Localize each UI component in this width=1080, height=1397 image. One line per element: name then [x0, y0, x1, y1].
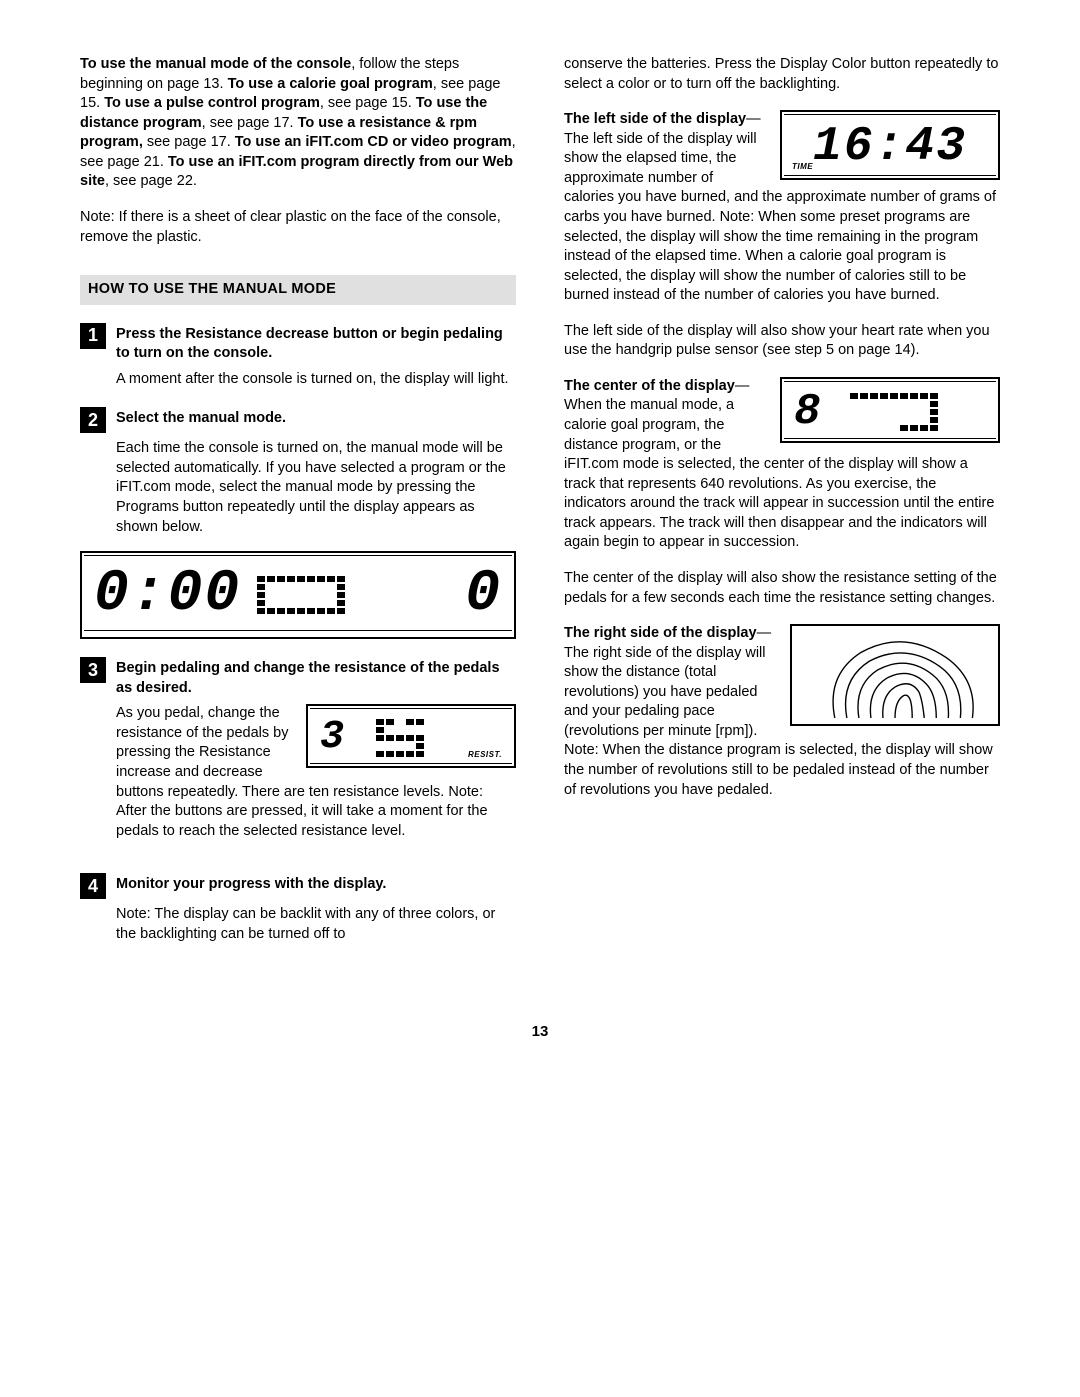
step-2-title: Select the manual mode.	[116, 407, 286, 429]
lcd-center-value: 8	[794, 390, 822, 434]
intro-paragraph: To use the manual mode of the console, f…	[80, 55, 516, 192]
step-3-body: 3 RESIST. As you pedal, change the resis…	[116, 704, 516, 855]
step-4-continuation: conserve the batteries. Press the Displa…	[564, 55, 1000, 94]
lcd-resist-left: 3	[320, 718, 346, 758]
left-display-p2: The left side of the display will also s…	[564, 322, 1000, 361]
page: To use the manual mode of the console, f…	[80, 55, 1000, 962]
left-display-section: 16:43 TIME The left side of the display—…	[564, 110, 1000, 322]
lcd-resist-display: 3 RESIST.	[306, 704, 516, 768]
lcd-main-track-icon	[257, 576, 345, 614]
step-4-header: 4 Monitor your progress with the display…	[80, 873, 516, 899]
step-3-number: 3	[80, 657, 106, 683]
left-display-lead: The left side of the display	[564, 111, 746, 127]
lcd-time-display: 16:43 TIME	[780, 110, 1000, 180]
right-display-lead: The right side of the display	[564, 625, 757, 641]
section-heading: HOW TO USE THE MANUAL MODE	[80, 275, 516, 305]
right-column: conserve the batteries. Press the Displa…	[564, 55, 1000, 962]
right-display-section: The right side of the display—The right …	[564, 624, 1000, 816]
lcd-main-right: 0	[465, 566, 502, 624]
step-3-title: Begin pedaling and change the resistance…	[116, 657, 516, 698]
lcd-center-track-icon	[850, 393, 938, 431]
step-4-title: Monitor your progress with the display.	[116, 873, 386, 895]
step-2-body: Each time the console is turned on, the …	[116, 439, 516, 639]
step-1-number: 1	[80, 323, 106, 349]
lcd-resist-label: RESIST.	[468, 750, 502, 761]
intro-bold-2: To use a calorie goal program	[228, 76, 433, 92]
step-4-number: 4	[80, 873, 106, 899]
center-display-section: 8 The center of the display—When the man…	[564, 377, 1000, 569]
center-display-lead: The center of the display	[564, 378, 735, 394]
lcd-time-label: TIME	[792, 162, 813, 173]
lcd-resist-track-icon	[376, 719, 424, 757]
step-3-header: 3 Begin pedaling and change the resistan…	[80, 657, 516, 698]
lcd-time-value: 16:43	[813, 123, 967, 171]
center-display-p2: The center of the display will also show…	[564, 569, 1000, 608]
lcd-main-display: 0:00 0	[80, 551, 516, 639]
step-2-header: 2 Select the manual mode.	[80, 407, 516, 433]
step-2-number: 2	[80, 407, 106, 433]
step-4-body: Note: The display can be backlit with an…	[116, 905, 516, 944]
fingerprint-illustration	[790, 624, 1000, 726]
lcd-main-time: 0:00	[94, 566, 241, 624]
step-1-body: A moment after the console is turned on,…	[116, 370, 516, 390]
fingerprint-icon	[798, 632, 992, 718]
intro-bold-1: To use the manual mode of the console	[80, 56, 351, 72]
intro-bold-3: To use a pulse control program	[104, 95, 320, 111]
lcd-center-display: 8	[780, 377, 1000, 443]
step-1-header: 1 Press the Resistance decrease button o…	[80, 323, 516, 364]
left-column: To use the manual mode of the console, f…	[80, 55, 516, 962]
page-number: 13	[80, 1022, 1000, 1042]
step-1-title: Press the Resistance decrease button or …	[116, 323, 516, 364]
intro-bold-6: To use an iFIT.com CD or video program	[235, 134, 512, 150]
plastic-note: Note: If there is a sheet of clear plast…	[80, 208, 516, 247]
